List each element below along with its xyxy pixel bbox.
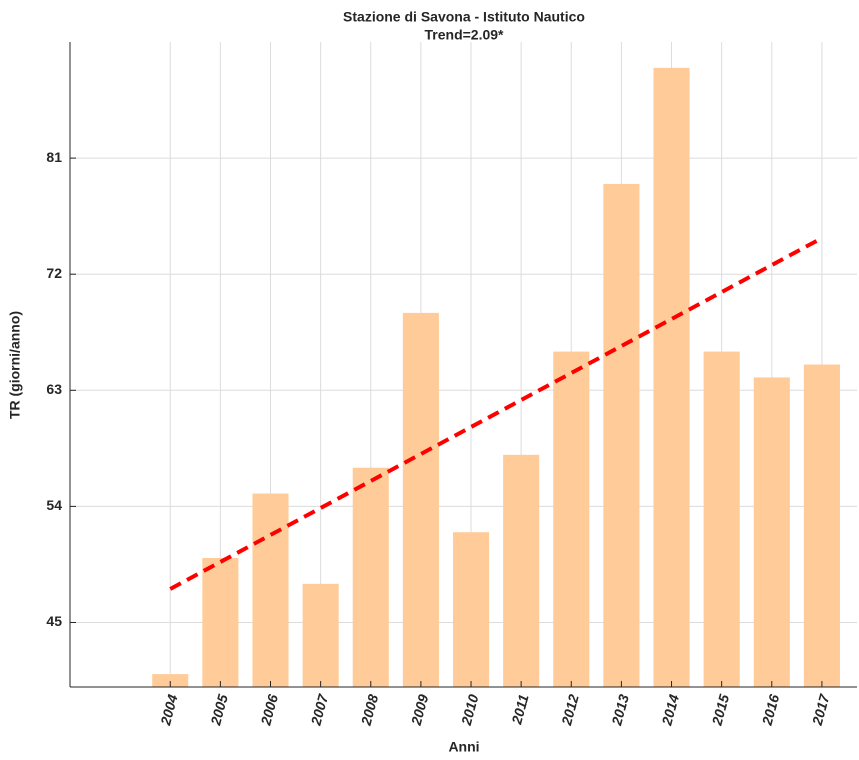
x-tick-label: 2004: [157, 692, 181, 727]
bar: [402, 312, 439, 687]
chart-title: Stazione di Savona - Istituto Nautico: [343, 9, 585, 25]
x-tick-label: 2010: [458, 692, 482, 727]
y-axis-label: TR (giorni/anno): [7, 311, 23, 419]
bar: [152, 674, 189, 687]
x-axis-label: Anni: [448, 739, 479, 755]
x-tick-label: 2005: [207, 692, 231, 727]
x-tick-label: 2006: [257, 692, 281, 727]
bar: [753, 377, 790, 687]
bar: [603, 183, 640, 687]
bar: [202, 558, 239, 687]
bar: [302, 583, 339, 687]
x-tick-label: 2012: [558, 692, 582, 727]
y-tick-label: 45: [46, 613, 62, 629]
bar: [252, 493, 289, 687]
y-tick-label: 81: [46, 149, 62, 165]
x-tick-label: 2008: [357, 692, 381, 727]
bar: [503, 454, 540, 687]
y-tick-label: 72: [46, 265, 62, 281]
chart-subtitle: Trend=2.09*: [425, 27, 505, 43]
bar: [352, 467, 389, 687]
x-tick-label: 2007: [307, 691, 331, 727]
x-tick-label: 2017: [809, 691, 833, 727]
x-tick-label: 2016: [758, 692, 782, 727]
trend-line: [169, 236, 823, 591]
bar: [803, 364, 840, 687]
bar: [452, 532, 490, 687]
bar: [553, 351, 590, 687]
x-tick-label: 2011: [508, 692, 532, 726]
bar: [653, 67, 690, 688]
x-tick-label: 2015: [708, 692, 732, 727]
x-tick-label: 2014: [658, 692, 682, 727]
y-tick-label: 63: [46, 381, 62, 397]
bar: [703, 351, 740, 687]
x-tick-label: 2013: [608, 692, 632, 727]
y-tick-label: 54: [46, 497, 62, 513]
x-tick-label: 2009: [408, 692, 432, 727]
